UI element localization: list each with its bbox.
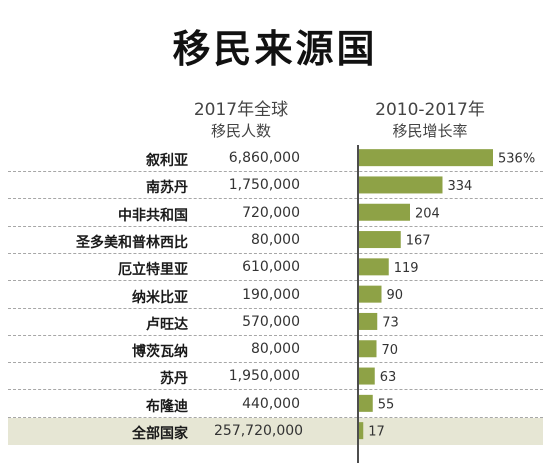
row-divider [8, 416, 543, 418]
row-divider [8, 307, 543, 309]
country-name: 博茨瓦纳 [132, 344, 188, 361]
row-divider [8, 225, 543, 227]
table-row: 叙利亚 6,860,000 [8, 145, 543, 172]
page-title: 移民来源国 [172, 27, 378, 71]
country-name: 厄立特里亚 [118, 262, 188, 279]
population-value: 440,000 [242, 395, 300, 412]
row-divider [8, 198, 543, 200]
row-divider [8, 280, 543, 282]
table-row: 博茨瓦纳 80,000 [8, 336, 543, 364]
rate-header-line1: 2010-2017年 [375, 100, 485, 120]
bar-axis-line [357, 145, 359, 463]
population-header-line1: 2017年全球 [193, 100, 289, 120]
table-row: 厄立特里亚 610,000 [8, 254, 543, 282]
row-divider [8, 389, 543, 391]
population-value: 1,750,000 [228, 177, 300, 194]
data-table: 叙利亚 6,860,000 南苏丹 1,750,000 中非共和国 720,000 圣多美和… [0, 145, 550, 475]
population-value: 80,000 [251, 341, 300, 358]
country-name: 南苏丹 [146, 180, 188, 197]
row-divider [8, 334, 543, 336]
population-value: 257,720,000 [214, 423, 304, 439]
row-divider [8, 252, 543, 254]
table-row: 苏丹 1,950,000 [8, 363, 543, 391]
country-name: 苏丹 [160, 371, 188, 388]
population-value: 6,860,000 [228, 150, 300, 166]
country-name: 圣多美和普林西比 [76, 234, 188, 251]
country-name: 全部国家 [132, 426, 188, 442]
row-divider [8, 362, 543, 364]
total-row: 全部国家 257,720,000 [8, 418, 543, 445]
row-divider [8, 171, 543, 172]
table-row: 卢旺达 570,000 [8, 309, 543, 336]
table-row: 布隆迪 440,000 [8, 391, 543, 418]
population-value: 1,950,000 [228, 368, 300, 385]
table-row: 圣多美和普林西比 80,000 [8, 227, 543, 254]
table-row: 纳米比亚 190,000 [8, 282, 543, 309]
population-column-header: 2017年全球 移民人数 [176, 100, 306, 142]
population-header-line2: 移民人数 [210, 122, 271, 140]
country-name: 纳米比亚 [132, 289, 188, 306]
table-row: 中非共和国 720,000 [8, 200, 543, 227]
country-name: 卢旺达 [146, 316, 188, 333]
population-value: 80,000 [251, 231, 300, 248]
population-value: 610,000 [242, 259, 300, 276]
country-name: 叙利亚 [146, 153, 188, 169]
growth-rate-column-header: 2010-2017年 移民增长率 [350, 100, 510, 142]
country-name: 布隆迪 [146, 398, 188, 415]
rate-header-line2: 移民增长率 [392, 122, 468, 140]
population-value: 720,000 [242, 204, 300, 221]
country-name: 中非共和国 [118, 207, 188, 224]
population-value: 190,000 [242, 286, 300, 303]
table-row: 南苏丹 1,750,000 [8, 172, 543, 200]
population-value: 570,000 [242, 313, 300, 330]
